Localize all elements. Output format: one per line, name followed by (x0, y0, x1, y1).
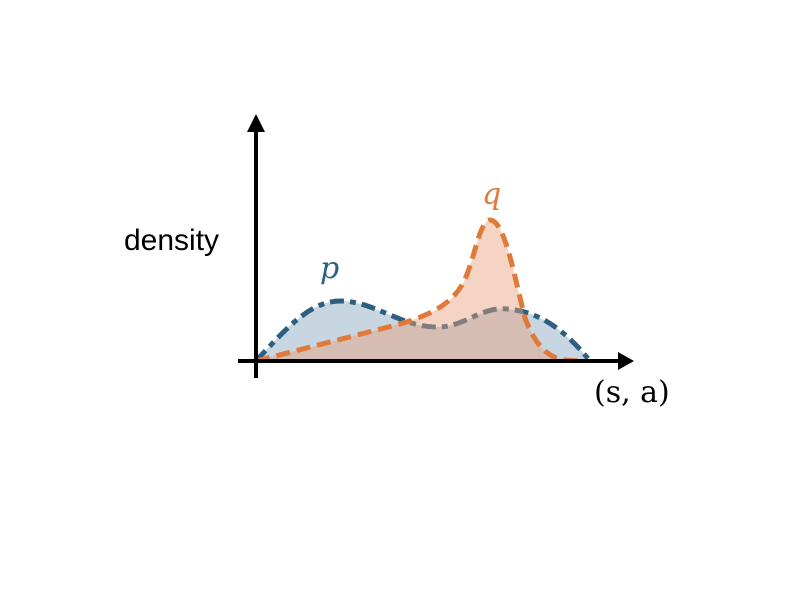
p-label: p (320, 251, 339, 286)
q-fill (256, 220, 582, 361)
q-curve (255, 217, 583, 364)
p-curve (254, 298, 592, 363)
y-axis-label: density (124, 224, 219, 257)
x-axis-label: (s, a) (594, 375, 670, 410)
x-axis-arrowhead (618, 352, 634, 370)
y-axis-arrowhead (247, 114, 265, 132)
p-fill (256, 300, 590, 361)
q-label: q (482, 177, 501, 212)
